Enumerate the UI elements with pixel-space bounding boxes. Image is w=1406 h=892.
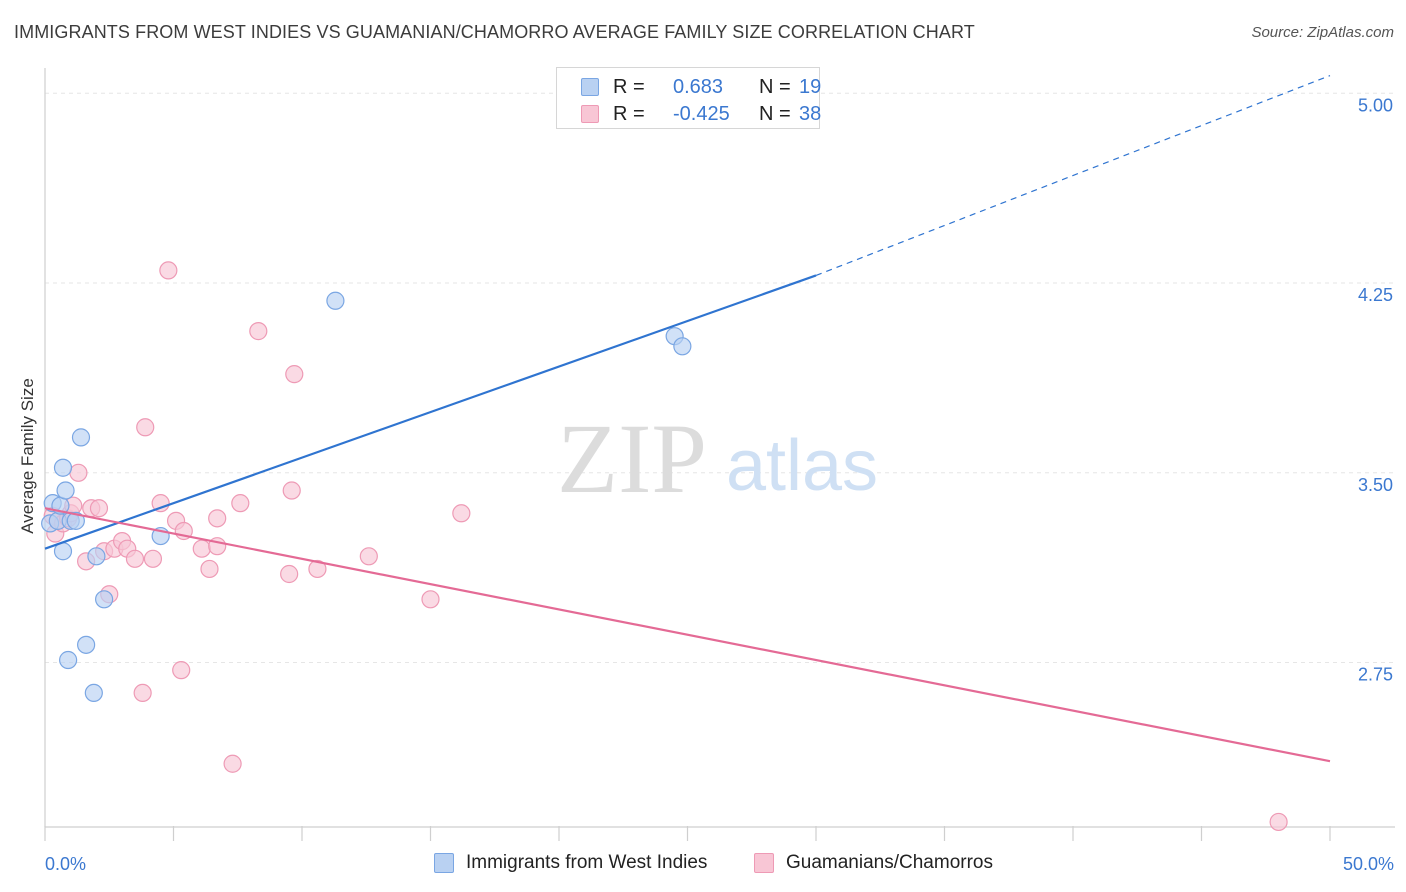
guamanian-point <box>136 418 155 437</box>
x-tick-label: 0.0% <box>45 854 86 874</box>
watermark-zip: ZIP <box>557 403 707 514</box>
legend-r-value: 0.683 <box>673 76 724 98</box>
guamanian-point <box>452 504 471 523</box>
guamanian-point <box>231 494 250 513</box>
legend-n-label: N = <box>759 76 791 98</box>
west-indies-points <box>41 291 692 703</box>
west-indies-point <box>87 547 106 566</box>
watermark: ZIP atlas <box>557 403 878 514</box>
guamanian-point <box>143 549 163 568</box>
legend-n-value: 38 <box>799 103 822 125</box>
y-tick-label: 2.75 <box>1358 665 1393 685</box>
west-indies-point <box>53 458 73 477</box>
guamanian-point <box>151 494 170 513</box>
legend-r-label: R = <box>613 103 645 125</box>
tick-labels: 5.00 4.25 3.50 2.75 0.0% 50.0% <box>45 95 1394 874</box>
series-label: Guamanians/Chamorros <box>786 852 993 873</box>
series-swatch-blue <box>434 853 454 873</box>
guamanian-trend-line <box>44 507 1331 763</box>
west-indies-point <box>71 428 91 447</box>
axes <box>44 68 1395 841</box>
west-indies-point <box>77 635 96 654</box>
guamanian-point <box>1269 812 1288 832</box>
west-indies-point <box>326 291 345 310</box>
guamanian-point <box>308 559 327 579</box>
guamanian-point <box>280 564 299 584</box>
legend-n-value: 19 <box>799 76 822 98</box>
guamanian-point <box>249 322 268 341</box>
west-indies-point <box>56 481 75 500</box>
guamanian-point <box>159 261 178 280</box>
legend-swatch-blue <box>581 78 599 96</box>
watermark-atlas: atlas <box>726 426 878 506</box>
legend-swatch-pink <box>581 105 599 123</box>
guamanian-point <box>133 683 152 703</box>
x-tick-label: 50.0% <box>1343 854 1394 874</box>
guamanian-points <box>43 261 1288 832</box>
gridlines <box>45 92 1395 664</box>
y-tick-label: 5.00 <box>1358 95 1393 115</box>
west-indies-trend-extension <box>815 75 1331 277</box>
guamanian-point <box>421 590 440 609</box>
guamanian-point <box>172 661 191 680</box>
source-credit: Source: ZipAtlas.com <box>1251 24 1394 41</box>
guamanian-point <box>89 499 109 518</box>
guamanian-point <box>208 509 227 528</box>
guamanian-point <box>359 547 378 566</box>
guamanian-point <box>223 754 242 773</box>
series-label: Immigrants from West Indies <box>466 852 708 873</box>
guamanian-point <box>192 539 211 558</box>
guamanian-point <box>125 549 145 568</box>
west-indies-point <box>59 650 78 670</box>
guamanian-point <box>282 481 301 500</box>
guamanian-point <box>285 365 304 384</box>
correlation-legend: R = 0.683 N = 19 R = -0.425 N = 38 <box>556 67 822 129</box>
west-indies-point <box>66 511 85 530</box>
legend-n-label: N = <box>759 103 791 125</box>
guamanian-point <box>69 463 88 482</box>
west-indies-point <box>673 337 692 356</box>
west-indies-trend-line <box>44 274 817 550</box>
chart-title: IMMIGRANTS FROM WEST INDIES VS GUAMANIAN… <box>14 22 975 42</box>
y-tick-label: 3.50 <box>1358 475 1393 495</box>
guamanian-point <box>200 559 219 579</box>
series-swatch-pink <box>754 853 774 873</box>
legend-r-label: R = <box>613 76 645 98</box>
west-indies-point <box>95 590 114 609</box>
trend-lines <box>44 75 1331 763</box>
west-indies-point <box>84 683 103 703</box>
y-tick-label: 4.25 <box>1358 285 1393 305</box>
legend-r-value: -0.425 <box>673 103 730 125</box>
